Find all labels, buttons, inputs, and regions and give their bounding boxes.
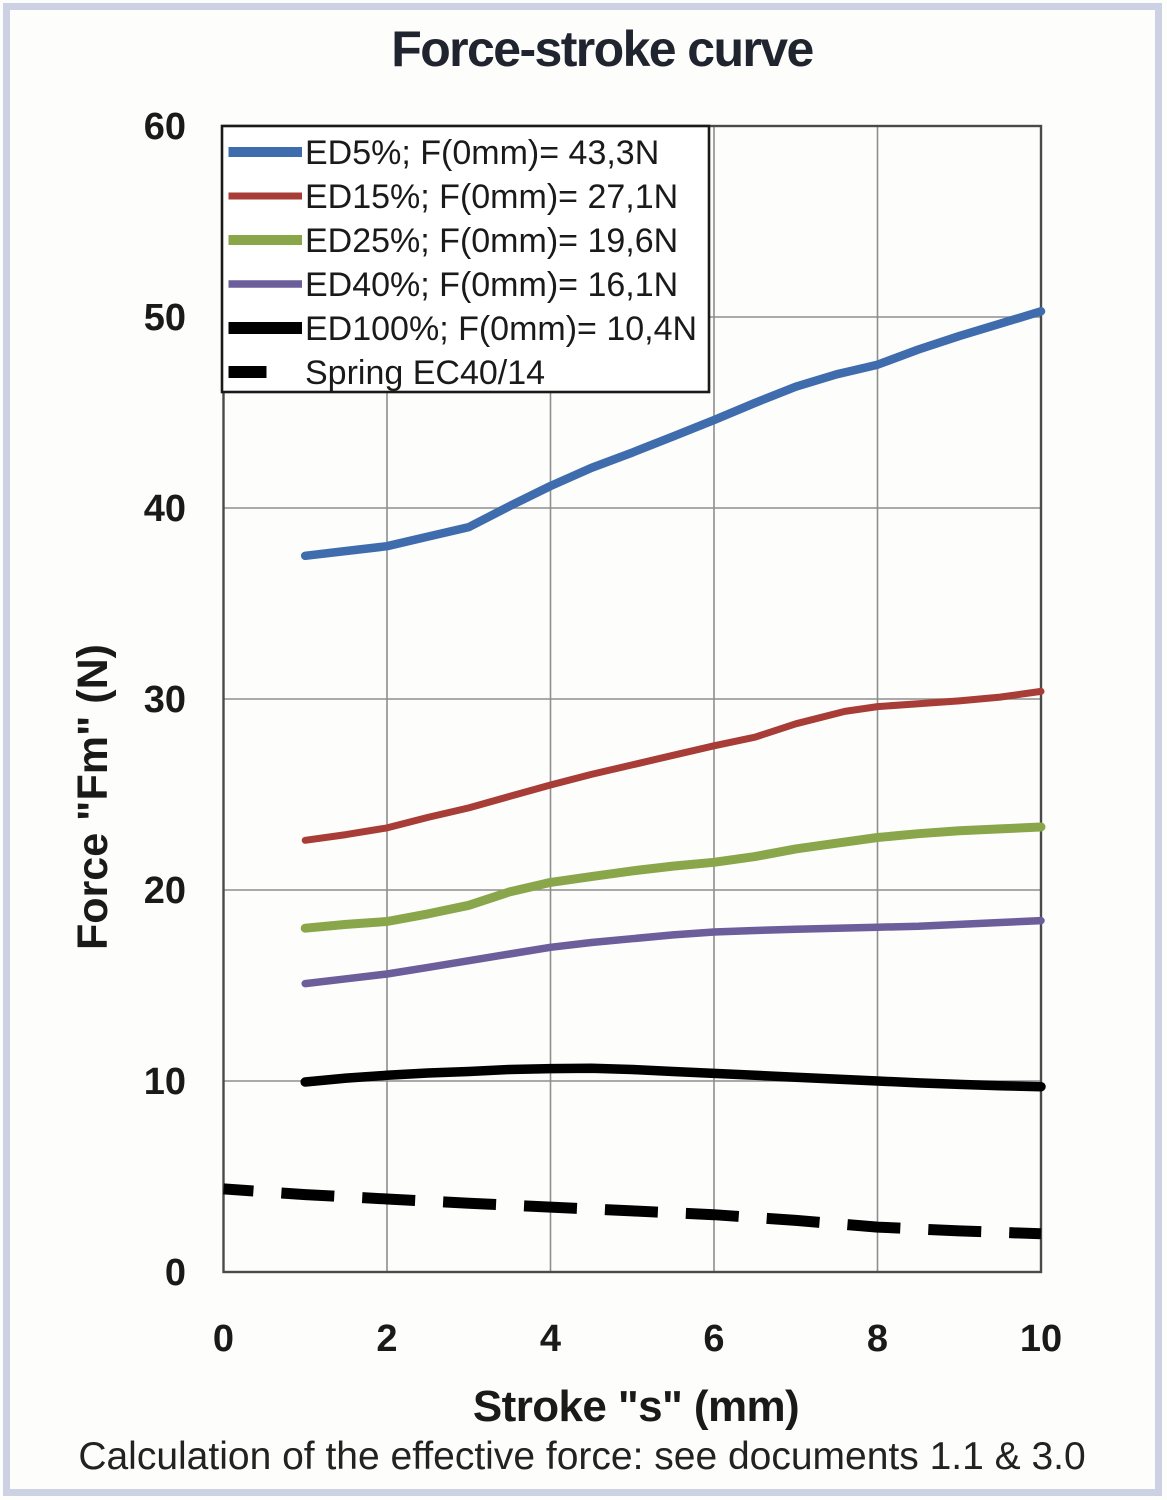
- svg-text:30: 30: [144, 679, 186, 721]
- svg-text:40: 40: [144, 488, 186, 530]
- svg-text:0: 0: [213, 1318, 234, 1360]
- svg-text:10: 10: [144, 1061, 186, 1103]
- svg-text:50: 50: [144, 297, 186, 339]
- svg-text:0: 0: [165, 1252, 186, 1294]
- svg-text:2: 2: [376, 1318, 397, 1360]
- svg-text:Calculation of the effective f: Calculation of the effective force: see …: [78, 1435, 1085, 1478]
- svg-text:4: 4: [540, 1318, 561, 1360]
- svg-text:ED15%; F(0mm)= 27,1N: ED15%; F(0mm)= 27,1N: [305, 178, 678, 216]
- svg-text:Stroke "s" (mm): Stroke "s" (mm): [473, 1382, 799, 1431]
- svg-text:Spring EC40/14: Spring EC40/14: [305, 354, 545, 392]
- svg-text:Force-stroke curve: Force-stroke curve: [391, 21, 813, 77]
- svg-text:6: 6: [703, 1318, 724, 1360]
- svg-text:ED25%; F(0mm)= 19,6N: ED25%; F(0mm)= 19,6N: [305, 222, 678, 260]
- svg-text:ED100%; F(0mm)= 10,4N: ED100%; F(0mm)= 10,4N: [305, 310, 697, 348]
- svg-text:ED40%; F(0mm)= 16,1N: ED40%; F(0mm)= 16,1N: [305, 266, 678, 304]
- svg-text:20: 20: [144, 870, 186, 912]
- svg-text:ED5%; F(0mm)= 43,3N: ED5%; F(0mm)= 43,3N: [305, 134, 659, 172]
- svg-text:Force "Fm" (N): Force "Fm" (N): [69, 644, 117, 950]
- svg-text:10: 10: [1020, 1318, 1062, 1360]
- svg-text:60: 60: [144, 106, 186, 148]
- svg-text:8: 8: [867, 1318, 888, 1360]
